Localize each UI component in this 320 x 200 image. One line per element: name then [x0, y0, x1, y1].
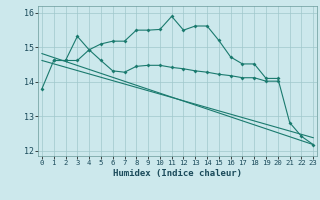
X-axis label: Humidex (Indice chaleur): Humidex (Indice chaleur): [113, 169, 242, 178]
